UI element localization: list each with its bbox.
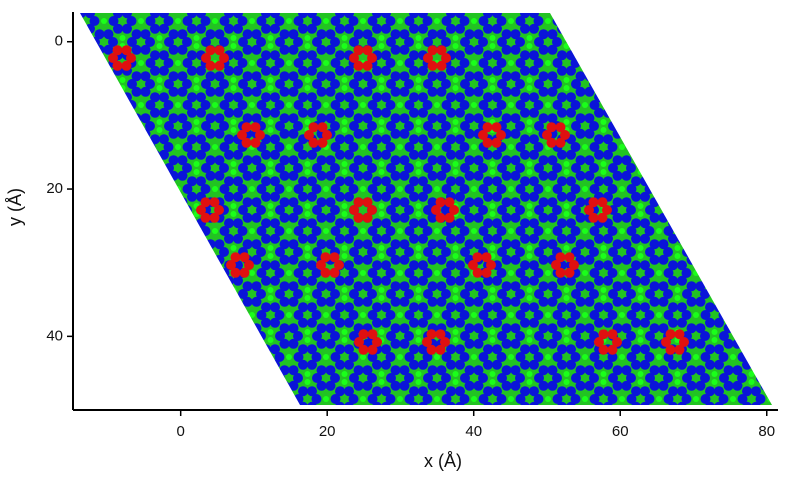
x-tick-label: 80 <box>758 423 775 440</box>
x-axis-title: x (Å) <box>424 451 462 471</box>
y-tick-label: 0 <box>55 33 63 50</box>
x-tick-label: 40 <box>465 423 482 440</box>
y-axis-title: y (Å) <box>5 188 25 226</box>
x-tick-label: 20 <box>319 423 336 440</box>
y-tick-label: 40 <box>46 327 63 344</box>
x-tick-label: 60 <box>612 423 629 440</box>
x-tick-label: 0 <box>177 423 185 440</box>
y-tick-label: 20 <box>46 180 63 197</box>
atom-lattice <box>80 13 772 405</box>
